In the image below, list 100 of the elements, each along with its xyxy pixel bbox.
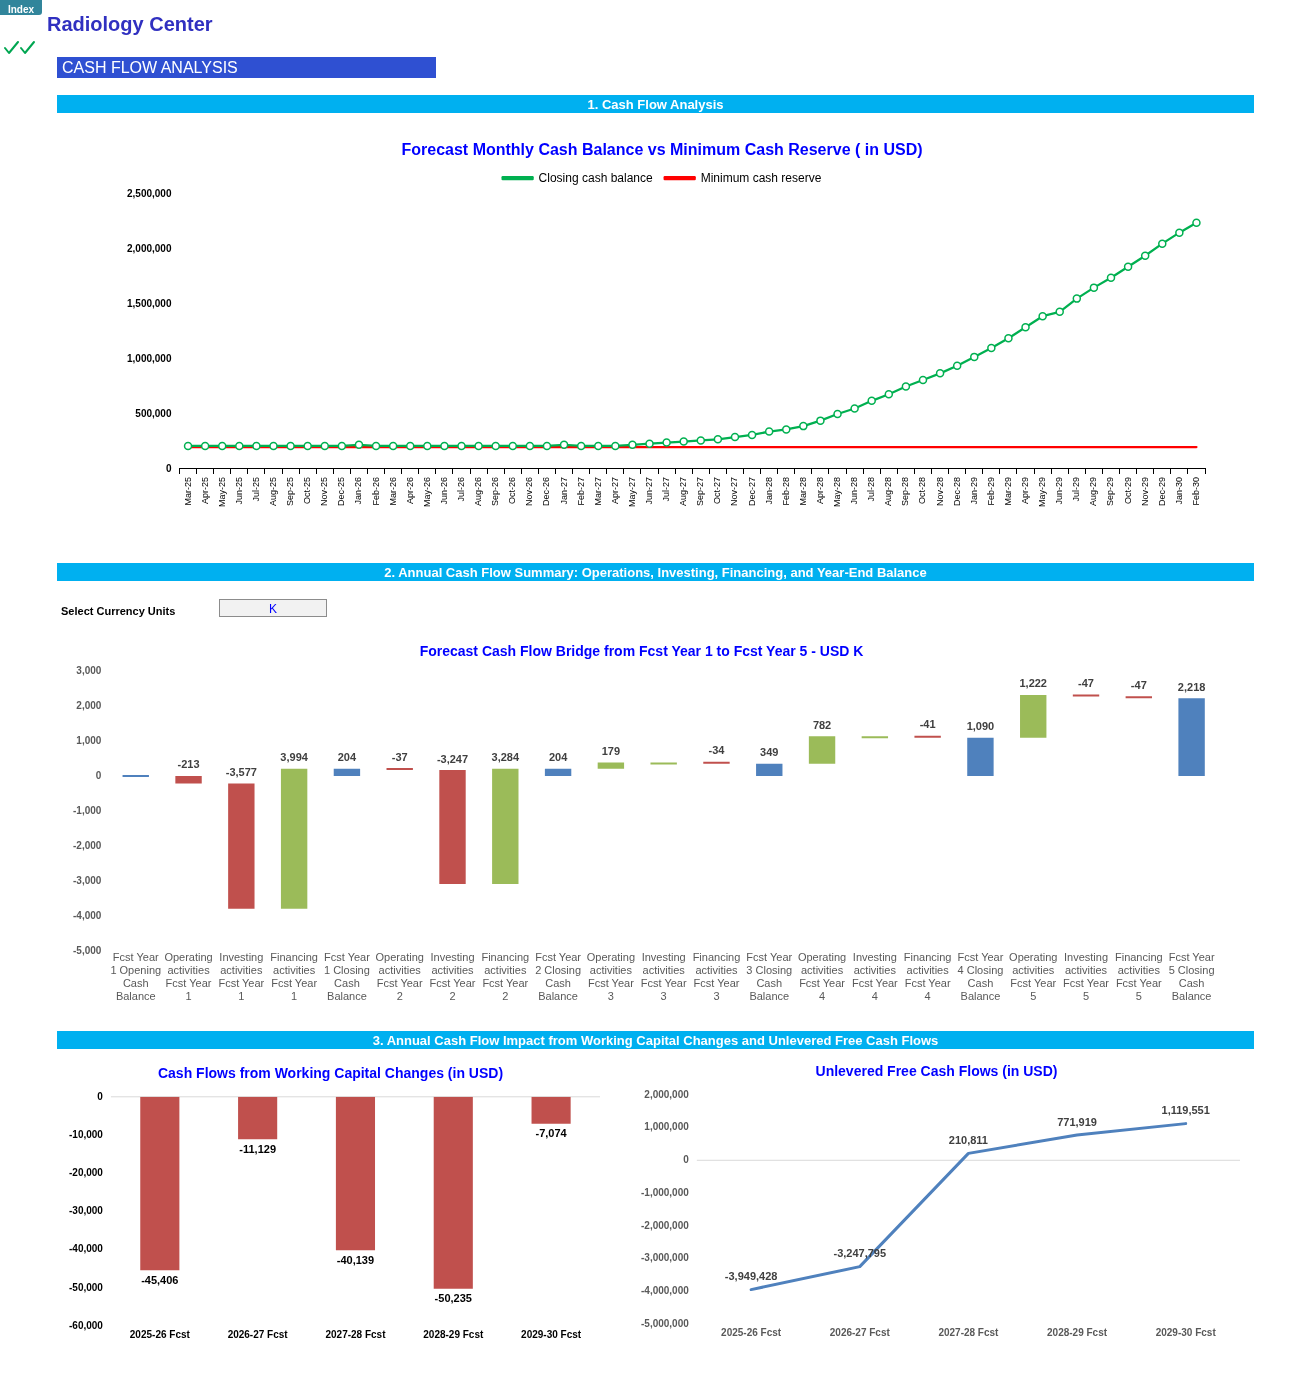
point xyxy=(935,369,945,378)
data-label: -47 xyxy=(1078,677,1094,690)
x-tick-label: Apr-29 xyxy=(1020,476,1031,505)
x-tick-label: 2028-29 Fcst xyxy=(1047,1326,1108,1338)
point xyxy=(952,361,962,370)
x-tick-label: 2025-26 Fcst xyxy=(721,1326,782,1338)
point xyxy=(320,441,330,451)
y-tick-label: 1,000 xyxy=(76,734,102,746)
header-bar: 2. Annual Cash Flow Summary: Operations, Investing, Financing, and Year-End Balance xyxy=(57,563,1254,581)
data-label: 771,919 xyxy=(1057,1115,1097,1128)
x-tick-label: Nov-29 xyxy=(1139,476,1150,507)
point xyxy=(474,441,483,451)
chart-title: Cash Flows from Working Capital Changes (in USD) xyxy=(157,1065,504,1082)
x-tick-label: Jan-30 xyxy=(1173,476,1184,505)
x-tick-label: Sep-25 xyxy=(285,476,296,507)
y-tick-label: 500,000 xyxy=(135,407,172,419)
x-tick-label: Jun-27 xyxy=(644,476,654,505)
point xyxy=(1123,262,1133,271)
x-tick-label: 2026-27 Fcst xyxy=(227,1328,289,1340)
data-label: -11,129 xyxy=(239,1142,276,1155)
legend-label: Closing cash balance xyxy=(538,170,654,185)
x-tick-label: Dec-29 xyxy=(1156,476,1167,507)
data-label: -47 xyxy=(1130,678,1147,691)
data-label: 1,090 xyxy=(966,720,995,733)
point xyxy=(1055,307,1064,317)
data-label: -3,949,428 xyxy=(724,1270,778,1283)
text: Radiology Center xyxy=(47,13,213,35)
x-tick-label: Mar-29 xyxy=(1002,476,1013,506)
x-tick-label: Mar-25 xyxy=(182,476,193,506)
y-tick-label: 0 xyxy=(165,462,172,474)
y-tick-label: 1,000,000 xyxy=(644,1121,690,1133)
x-tick-label: Feb-29 xyxy=(985,476,996,506)
point xyxy=(559,440,569,450)
point xyxy=(508,441,518,451)
x-tick-label: Operating activities Fcst Year 2 xyxy=(375,950,424,1003)
y-tick-label: -10,000 xyxy=(68,1128,104,1140)
bar xyxy=(175,775,202,784)
bar xyxy=(439,770,466,884)
x-tick-label: Fcst Year 1 Closing Cash Balance xyxy=(323,950,371,1003)
bar xyxy=(228,783,255,909)
point xyxy=(799,421,808,431)
point xyxy=(662,438,671,447)
x-tick-label: Investing activities Fcst Year 1 xyxy=(218,950,265,1003)
bar xyxy=(1125,696,1153,699)
point xyxy=(696,436,706,445)
chart-title: Unlevered Free Cash Flows (in USD) xyxy=(815,1063,1058,1080)
point xyxy=(1004,333,1013,343)
chart-title: Forecast Monthly Cash Balance vs Minimum Cash Reserve ( in USD) xyxy=(401,141,923,159)
point xyxy=(628,440,637,450)
data-label: 204 xyxy=(548,751,569,764)
x-tick-label: Apr-26 xyxy=(404,476,415,505)
point xyxy=(1089,283,1099,292)
x-tick-label: Jan-26 xyxy=(353,476,364,505)
y-tick-label: -3,000,000 xyxy=(640,1252,690,1264)
bar xyxy=(1178,698,1205,776)
x-tick-label: Mar-26 xyxy=(387,476,398,506)
x-tick-label: Jan-28 xyxy=(763,476,774,505)
x-tick-label: Aug-25 xyxy=(267,476,278,507)
point xyxy=(764,427,774,436)
data-label: 1,222 xyxy=(1019,677,1047,690)
x-tick-label: Jul-26 xyxy=(455,476,466,502)
data-label: -40,139 xyxy=(336,1253,375,1266)
x-tick-label: Apr-25 xyxy=(199,476,210,505)
point xyxy=(713,435,723,444)
bar xyxy=(597,762,625,769)
chart-title: Forecast Cash Flow Bridge from Fcst Year 1 to Fcst Year 5 - USD K xyxy=(419,643,864,660)
x-tick-label: Fcst Year 5 Closing Cash Balance xyxy=(1168,950,1215,1003)
point xyxy=(354,440,364,450)
y-tick-label: -50,000 xyxy=(68,1281,104,1293)
point xyxy=(867,396,876,406)
x-tick-label: Nov-27 xyxy=(729,476,740,507)
y-tick-label: -3,000 xyxy=(73,874,102,886)
point xyxy=(1038,311,1047,321)
data-label: -45,406 xyxy=(141,1273,179,1286)
point xyxy=(388,441,398,451)
x-tick-label: Mar-28 xyxy=(797,476,808,506)
data-label: 3,994 xyxy=(280,751,309,764)
x-tick-label: Feb-28 xyxy=(780,476,791,506)
x-tick-label: Jun-29 xyxy=(1054,476,1065,505)
x-tick-label: Sep-27 xyxy=(695,476,706,507)
data-label: 782 xyxy=(812,718,832,731)
point xyxy=(987,343,996,353)
x-tick-label: Fcst Year 2 Closing Cash Balance xyxy=(535,950,582,1003)
x-tick-label: Dec-25 xyxy=(336,476,347,507)
y-tick-label: -1,000,000 xyxy=(640,1186,690,1198)
y-tick-label: 0 xyxy=(97,1090,104,1102)
point xyxy=(269,441,278,451)
bar xyxy=(914,735,941,738)
x-tick-label: Sep-26 xyxy=(490,476,501,507)
x-tick-label: Operating activities Fcst Year 1 xyxy=(164,950,213,1003)
x-tick-label: Apr-27 xyxy=(609,476,620,505)
x-tick-label: Apr-28 xyxy=(814,476,825,505)
x-tick-label: Investing activities Fcst Year 2 xyxy=(429,950,476,1003)
x-tick-label: Jul-27 xyxy=(661,476,672,502)
x-tick-label: Nov-26 xyxy=(524,476,535,507)
point xyxy=(337,441,347,451)
data-label: 210,811 xyxy=(948,1133,988,1146)
x-tick-label: Nov-25 xyxy=(319,476,330,507)
header-bar: 1. Cash Flow Analysis xyxy=(57,95,1254,113)
x-tick-label: Operating activities Fcst Year 3 xyxy=(586,950,636,1003)
